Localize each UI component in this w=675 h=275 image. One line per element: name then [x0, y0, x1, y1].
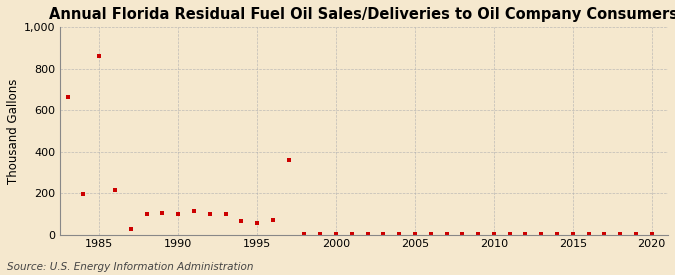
Y-axis label: Thousand Gallons: Thousand Gallons — [7, 78, 20, 184]
Text: Source: U.S. Energy Information Administration: Source: U.S. Energy Information Administ… — [7, 262, 253, 272]
Title: Annual Florida Residual Fuel Oil Sales/Deliveries to Oil Company Consumers: Annual Florida Residual Fuel Oil Sales/D… — [49, 7, 675, 22]
